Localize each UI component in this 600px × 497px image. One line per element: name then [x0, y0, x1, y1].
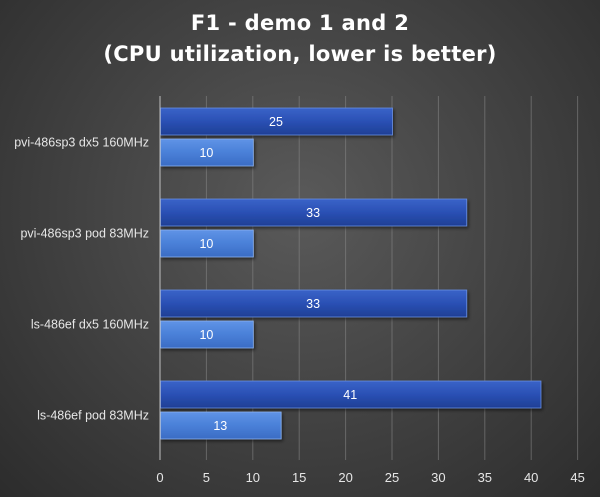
bars: 25 10 33 10 33 10 41 13 — [160, 107, 542, 440]
x-tick-label-35: 35 — [478, 470, 492, 485]
chart-title-line-1: F1 - demo 1 and 2 — [190, 11, 410, 35]
bar-series-2-1 — [160, 229, 254, 258]
x-tick-label-25: 25 — [385, 470, 399, 485]
bar-series-1-1 — [160, 198, 468, 227]
bar-series-1-2 — [160, 289, 468, 318]
bar-data-label-1-1: 33 — [306, 206, 320, 220]
axes: 0 5 10 15 20 25 30 35 40 45 pvi-486sp3 dx5 160MHz p… — [14, 96, 585, 485]
bar-data-label-2-2: 10 — [199, 328, 213, 342]
bar-series-2-2 — [160, 320, 254, 349]
x-tick-label-5: 5 — [203, 470, 210, 485]
bar-data-label-2-0: 10 — [199, 146, 213, 160]
category-label: ls-486ef dx5 160MHz — [31, 318, 149, 332]
x-tick-label-0: 0 — [156, 470, 163, 485]
x-tick-label-30: 30 — [431, 470, 445, 485]
bar-data-label-2-1: 10 — [199, 237, 213, 251]
x-tick-label-20: 20 — [338, 470, 352, 485]
bar-data-label-1-3: 41 — [343, 388, 357, 402]
chart-title-line-2: (CPU utilization, lower is better) — [103, 42, 497, 66]
x-tick-label-10: 10 — [246, 470, 260, 485]
bar-series-2-0 — [160, 138, 254, 167]
bar-data-label-1-2: 33 — [306, 297, 320, 311]
x-tick-label-15: 15 — [292, 470, 306, 485]
category-label: pvi-486sp3 dx5 160MHz — [14, 136, 149, 150]
bar-data-label-1-0: 25 — [269, 115, 283, 129]
category-label: pvi-486sp3 pod 83MHz — [20, 227, 149, 241]
x-tick-label-45: 45 — [570, 470, 584, 485]
category-label: ls-486ef pod 83MHz — [37, 409, 149, 423]
bar-series-1-3 — [160, 380, 542, 409]
bar-series-2-3 — [160, 411, 282, 440]
bar-data-label-2-3: 13 — [213, 419, 227, 433]
chart-title: F1 - demo 1 and 2 (CPU utilization, lowe… — [0, 8, 600, 70]
x-tick-label-40: 40 — [524, 470, 538, 485]
